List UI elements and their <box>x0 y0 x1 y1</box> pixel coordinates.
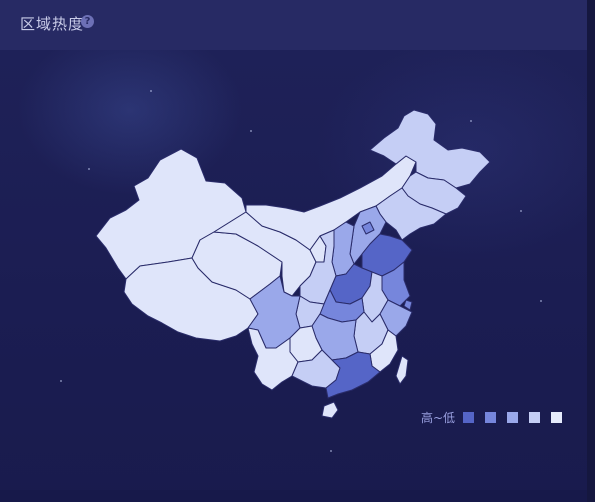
scrollbar-track[interactable] <box>587 0 595 502</box>
panel-header: 区域热度 ? <box>0 0 587 50</box>
background-star <box>520 210 522 212</box>
legend-swatch-level-1[interactable] <box>463 412 474 423</box>
province-beijing[interactable] <box>361 221 375 235</box>
province-guangdong[interactable] <box>325 351 381 399</box>
province-shanghai[interactable] <box>403 299 413 311</box>
background-star <box>88 168 90 170</box>
question-circle-icon[interactable]: ? <box>81 15 94 28</box>
background-star <box>330 450 332 452</box>
legend-label: 高~低 <box>421 411 456 425</box>
background-star <box>470 120 472 122</box>
background-star <box>150 90 152 92</box>
legend-swatch-level-4[interactable] <box>529 412 540 423</box>
province-taiwan[interactable] <box>395 355 409 385</box>
province-hainan[interactable] <box>321 401 339 419</box>
background-star <box>60 380 62 382</box>
panel-title: 区域热度 <box>20 15 85 33</box>
legend-swatch-level-3[interactable] <box>507 412 518 423</box>
panel-footer-strip <box>0 490 587 502</box>
background-star <box>540 300 542 302</box>
background-star <box>250 130 252 132</box>
legend-swatch-level-5[interactable] <box>551 412 562 423</box>
legend-swatch-level-2[interactable] <box>485 412 496 423</box>
